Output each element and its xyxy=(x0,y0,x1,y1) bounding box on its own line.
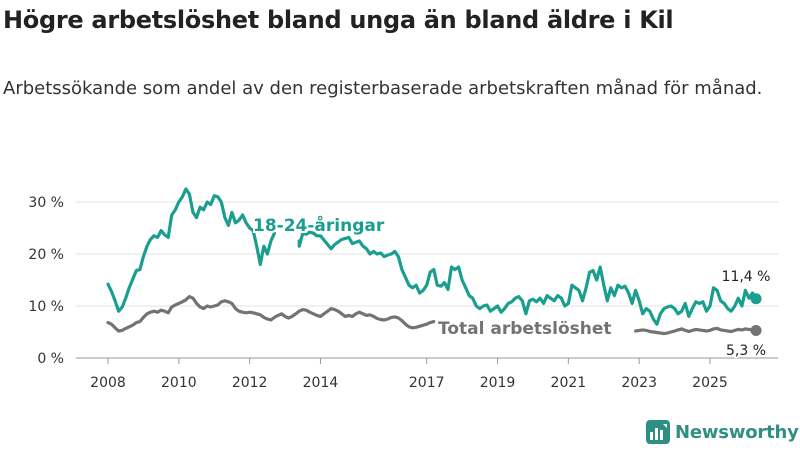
x-tick-label: 2021 xyxy=(551,375,587,391)
x-tick-label: 2019 xyxy=(480,375,516,391)
youth-series-line xyxy=(297,230,758,326)
x-tick-label: 2014 xyxy=(303,375,339,391)
series-labels: 18-24-åringar Total arbetslöshet 11,4 % 5,3… xyxy=(251,212,772,361)
newsworthy-logo-text: Newsworthy xyxy=(675,421,799,443)
line-chart: 0 % 10 % 20 % 30 % 2008 2010 2012 2014 2017 2019 2… xyxy=(28,187,778,391)
series-lines xyxy=(106,187,762,336)
total-series-label: Total arbetslöshet xyxy=(438,319,612,339)
total-end-point xyxy=(750,324,762,336)
x-tick-label: 2025 xyxy=(692,375,728,391)
x-tick-label: 2023 xyxy=(621,375,657,391)
total-series-line xyxy=(106,295,436,333)
y-tick-label: 0 % xyxy=(37,351,64,367)
total-series-line xyxy=(634,326,758,336)
chart-subtitle: Arbetssökande som andel av den registerb… xyxy=(3,78,763,99)
axes: 0 % 10 % 20 % 30 % 2008 2010 2012 2014 2017 2019 2… xyxy=(28,195,727,391)
x-tick-label: 2008 xyxy=(90,375,126,391)
x-tick-label: 2010 xyxy=(161,375,197,391)
chart-title: Högre arbetslöshet bland unga än bland ä… xyxy=(3,6,674,34)
newsworthy-logo-icon xyxy=(646,420,670,444)
x-tick-label: 2012 xyxy=(232,375,268,391)
youth-series-line xyxy=(106,187,276,313)
y-tick-label: 20 % xyxy=(28,247,64,263)
youth-series-label: 18-24-åringar xyxy=(253,214,385,236)
youth-end-point xyxy=(750,293,762,305)
y-tick-label: 30 % xyxy=(28,195,64,211)
x-tick-label: 2017 xyxy=(409,375,445,391)
youth-end-value-label: 11,4 % xyxy=(722,269,771,285)
newsworthy-logo: Newsworthy xyxy=(646,420,799,444)
y-tick-label: 10 % xyxy=(28,299,64,315)
total-end-value-label: 5,3 % xyxy=(726,343,766,359)
